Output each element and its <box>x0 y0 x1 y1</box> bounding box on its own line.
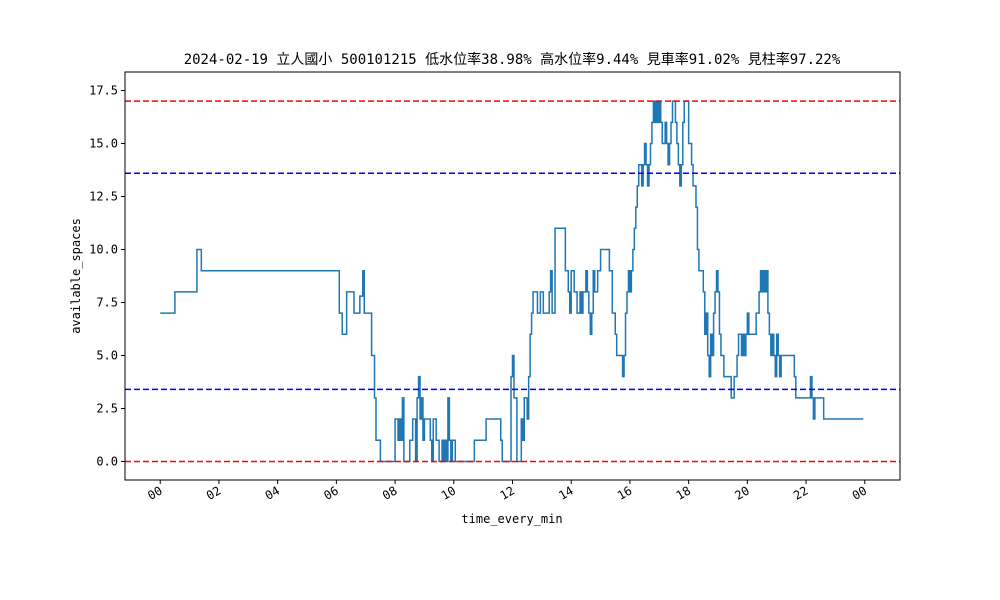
x-tick-label: 08 <box>380 483 400 502</box>
series-line-0 <box>160 100 864 463</box>
y-tick-label: 7.5 <box>96 295 118 309</box>
x-tick-label: 22 <box>791 483 811 502</box>
x-tick-label: 06 <box>321 483 341 502</box>
x-tick-label: 14 <box>556 483 576 502</box>
x-axis-label: time_every_min <box>461 512 562 526</box>
y-axis-label: available_spaces <box>69 218 83 334</box>
plot-area <box>125 100 900 463</box>
y-tick-label: 2.5 <box>96 401 118 415</box>
y-tick-label: 0.0 <box>96 454 118 468</box>
chart-title: 2024-02-19 立人國小 500101215 低水位率38.98% 高水位… <box>184 51 841 68</box>
y-tick-label: 12.5 <box>89 190 118 204</box>
x-tick-label: 00 <box>145 483 165 502</box>
x-tick-label: 00 <box>850 483 870 502</box>
x-tick-label: 16 <box>615 483 635 502</box>
y-tick-label: 5.0 <box>96 348 118 362</box>
y-tick-label: 15.0 <box>89 137 118 151</box>
x-tick-label: 18 <box>674 483 694 502</box>
x-tick-label: 12 <box>497 483 517 502</box>
y-axis: 0.0 2.5 5.0 7.5 10.0 12.5 15.0 17.5 <box>89 84 125 468</box>
y-tick-label: 17.5 <box>89 84 118 98</box>
y-tick-label: 10.0 <box>89 243 118 257</box>
x-tick-label: 02 <box>204 483 224 502</box>
x-tick-label: 04 <box>263 483 283 502</box>
x-tick-label: 10 <box>439 483 459 502</box>
x-tick-label: 20 <box>732 483 752 502</box>
x-axis: 00 02 04 06 08 10 12 14 16 18 20 22 00 <box>145 480 869 503</box>
